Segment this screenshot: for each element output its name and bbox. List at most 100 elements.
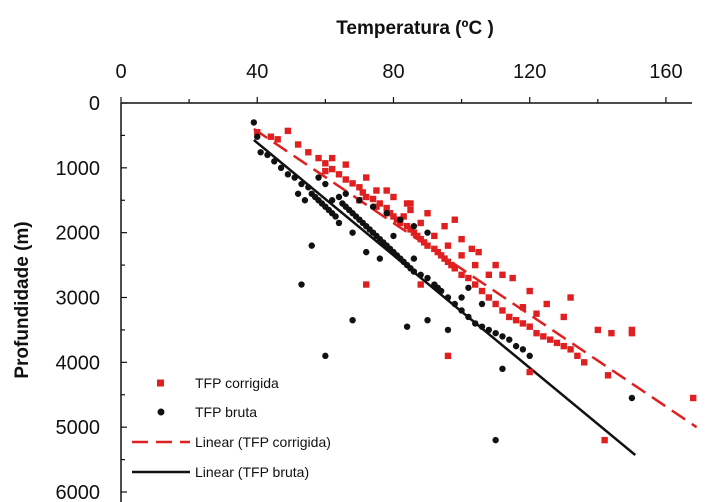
point-tfp-bruta xyxy=(335,219,343,227)
point-tfp-corrigida xyxy=(485,271,493,279)
point-tfp-corrigida xyxy=(431,232,438,240)
point-tfp-corrigida xyxy=(376,200,384,207)
point-tfp-corrigida xyxy=(604,372,612,379)
point-tfp-corrigida xyxy=(608,329,615,337)
point-tfp-bruta xyxy=(349,316,356,324)
point-tfp-corrigida xyxy=(499,307,506,314)
point-tfp-bruta xyxy=(526,352,533,360)
point-tfp-corrigida xyxy=(451,216,458,223)
point-tfp-corrigida xyxy=(431,245,438,253)
point-tfp-bruta xyxy=(424,316,431,324)
point-tfp-corrigida xyxy=(369,195,377,203)
point-tfp-bruta xyxy=(383,210,390,217)
point-tfp-corrigida xyxy=(512,316,520,324)
point-tfp-corrigida xyxy=(373,187,380,194)
point-tfp-corrigida xyxy=(533,310,540,317)
point-tfp-bruta xyxy=(305,184,312,191)
point-tfp-corrigida xyxy=(407,226,414,233)
point-tfp-corrigida xyxy=(383,204,390,212)
point-tfp-corrigida xyxy=(458,252,465,259)
point-tfp-corrigida xyxy=(328,165,336,173)
point-tfp-corrigida xyxy=(468,245,476,253)
point-tfp-corrigida xyxy=(472,281,479,288)
point-tfp-corrigida xyxy=(322,160,329,167)
x-tick-label: 0 xyxy=(115,61,126,83)
point-tfp-bruta xyxy=(315,174,322,181)
point-tfp-corrigida xyxy=(294,141,302,148)
point-tfp-bruta xyxy=(444,326,452,334)
point-tfp-bruta xyxy=(424,274,431,282)
trend-lines xyxy=(253,127,698,457)
point-tfp-corrigida xyxy=(560,342,567,350)
point-tfp-corrigida xyxy=(267,133,275,140)
point-tfp-bruta xyxy=(363,248,370,256)
point-tfp-corrigida xyxy=(546,336,554,343)
point-tfp-corrigida xyxy=(254,128,261,136)
point-tfp-corrigida xyxy=(420,239,428,246)
point-tfp-bruta xyxy=(284,171,292,178)
point-tfp-corrigida xyxy=(441,255,448,262)
trend-line-bruta xyxy=(253,138,637,457)
point-tfp-corrigida xyxy=(390,193,397,201)
point-tfp-corrigida xyxy=(526,323,533,330)
point-tfp-bruta xyxy=(492,436,499,444)
point-tfp-corrigida xyxy=(328,154,336,162)
point-tfp-corrigida xyxy=(441,222,448,230)
x-tick-label: 40 xyxy=(246,61,268,83)
point-tfp-corrigida xyxy=(526,287,533,295)
point-tfp-corrigida xyxy=(410,229,418,236)
legend-label: TFP bruta xyxy=(195,404,257,420)
point-tfp-corrigida xyxy=(373,203,380,210)
point-tfp-bruta xyxy=(492,329,499,337)
x-tick-label: 120 xyxy=(513,61,546,83)
point-tfp-corrigida xyxy=(407,200,414,207)
legend-marker-corrigida xyxy=(157,379,164,387)
point-tfp-corrigida xyxy=(437,252,445,259)
point-tfp-bruta xyxy=(410,222,418,230)
point-tfp-corrigida xyxy=(574,352,581,360)
x-tick-label: 160 xyxy=(649,61,682,83)
data-points xyxy=(250,119,697,444)
point-tfp-corrigida xyxy=(342,176,349,183)
point-tfp-bruta xyxy=(478,300,486,308)
point-tfp-bruta xyxy=(458,307,465,314)
point-tfp-bruta xyxy=(257,149,264,156)
point-tfp-bruta xyxy=(277,164,285,172)
point-tfp-corrigida xyxy=(485,294,493,301)
point-tfp-corrigida xyxy=(519,320,527,327)
point-tfp-bruta xyxy=(410,255,418,262)
point-tfp-bruta xyxy=(472,320,479,327)
legend-label: Linear (TFP corrigida) xyxy=(195,434,331,450)
point-tfp-bruta xyxy=(298,281,305,288)
point-tfp-corrigida xyxy=(533,329,540,337)
point-tfp-bruta xyxy=(512,342,520,350)
point-tfp-corrigida xyxy=(417,281,424,288)
point-tfp-corrigida xyxy=(567,346,574,353)
point-tfp-bruta xyxy=(465,284,472,291)
point-tfp-bruta xyxy=(308,242,315,249)
point-tfp-corrigida xyxy=(349,180,356,187)
point-tfp-corrigida xyxy=(492,261,499,269)
point-tfp-corrigida xyxy=(284,127,292,135)
point-tfp-corrigida xyxy=(499,271,506,279)
point-tfp-bruta xyxy=(465,313,472,321)
point-tfp-bruta xyxy=(322,180,329,188)
point-tfp-bruta xyxy=(499,333,506,340)
point-tfp-bruta xyxy=(294,190,302,197)
point-tfp-bruta xyxy=(485,326,493,334)
point-tfp-corrigida xyxy=(506,313,513,321)
point-tfp-corrigida xyxy=(386,210,394,217)
point-tfp-bruta xyxy=(328,197,336,204)
point-tfp-bruta xyxy=(499,365,506,373)
point-tfp-corrigida xyxy=(444,258,452,266)
point-tfp-corrigida xyxy=(451,265,458,272)
point-tfp-bruta xyxy=(506,336,513,343)
axes xyxy=(120,97,692,502)
point-tfp-bruta xyxy=(271,158,278,165)
point-tfp-corrigida xyxy=(403,200,411,207)
point-tfp-bruta xyxy=(291,174,298,181)
point-tfp-corrigida xyxy=(322,167,329,175)
point-tfp-corrigida xyxy=(400,213,407,220)
point-tfp-corrigida xyxy=(315,154,322,162)
